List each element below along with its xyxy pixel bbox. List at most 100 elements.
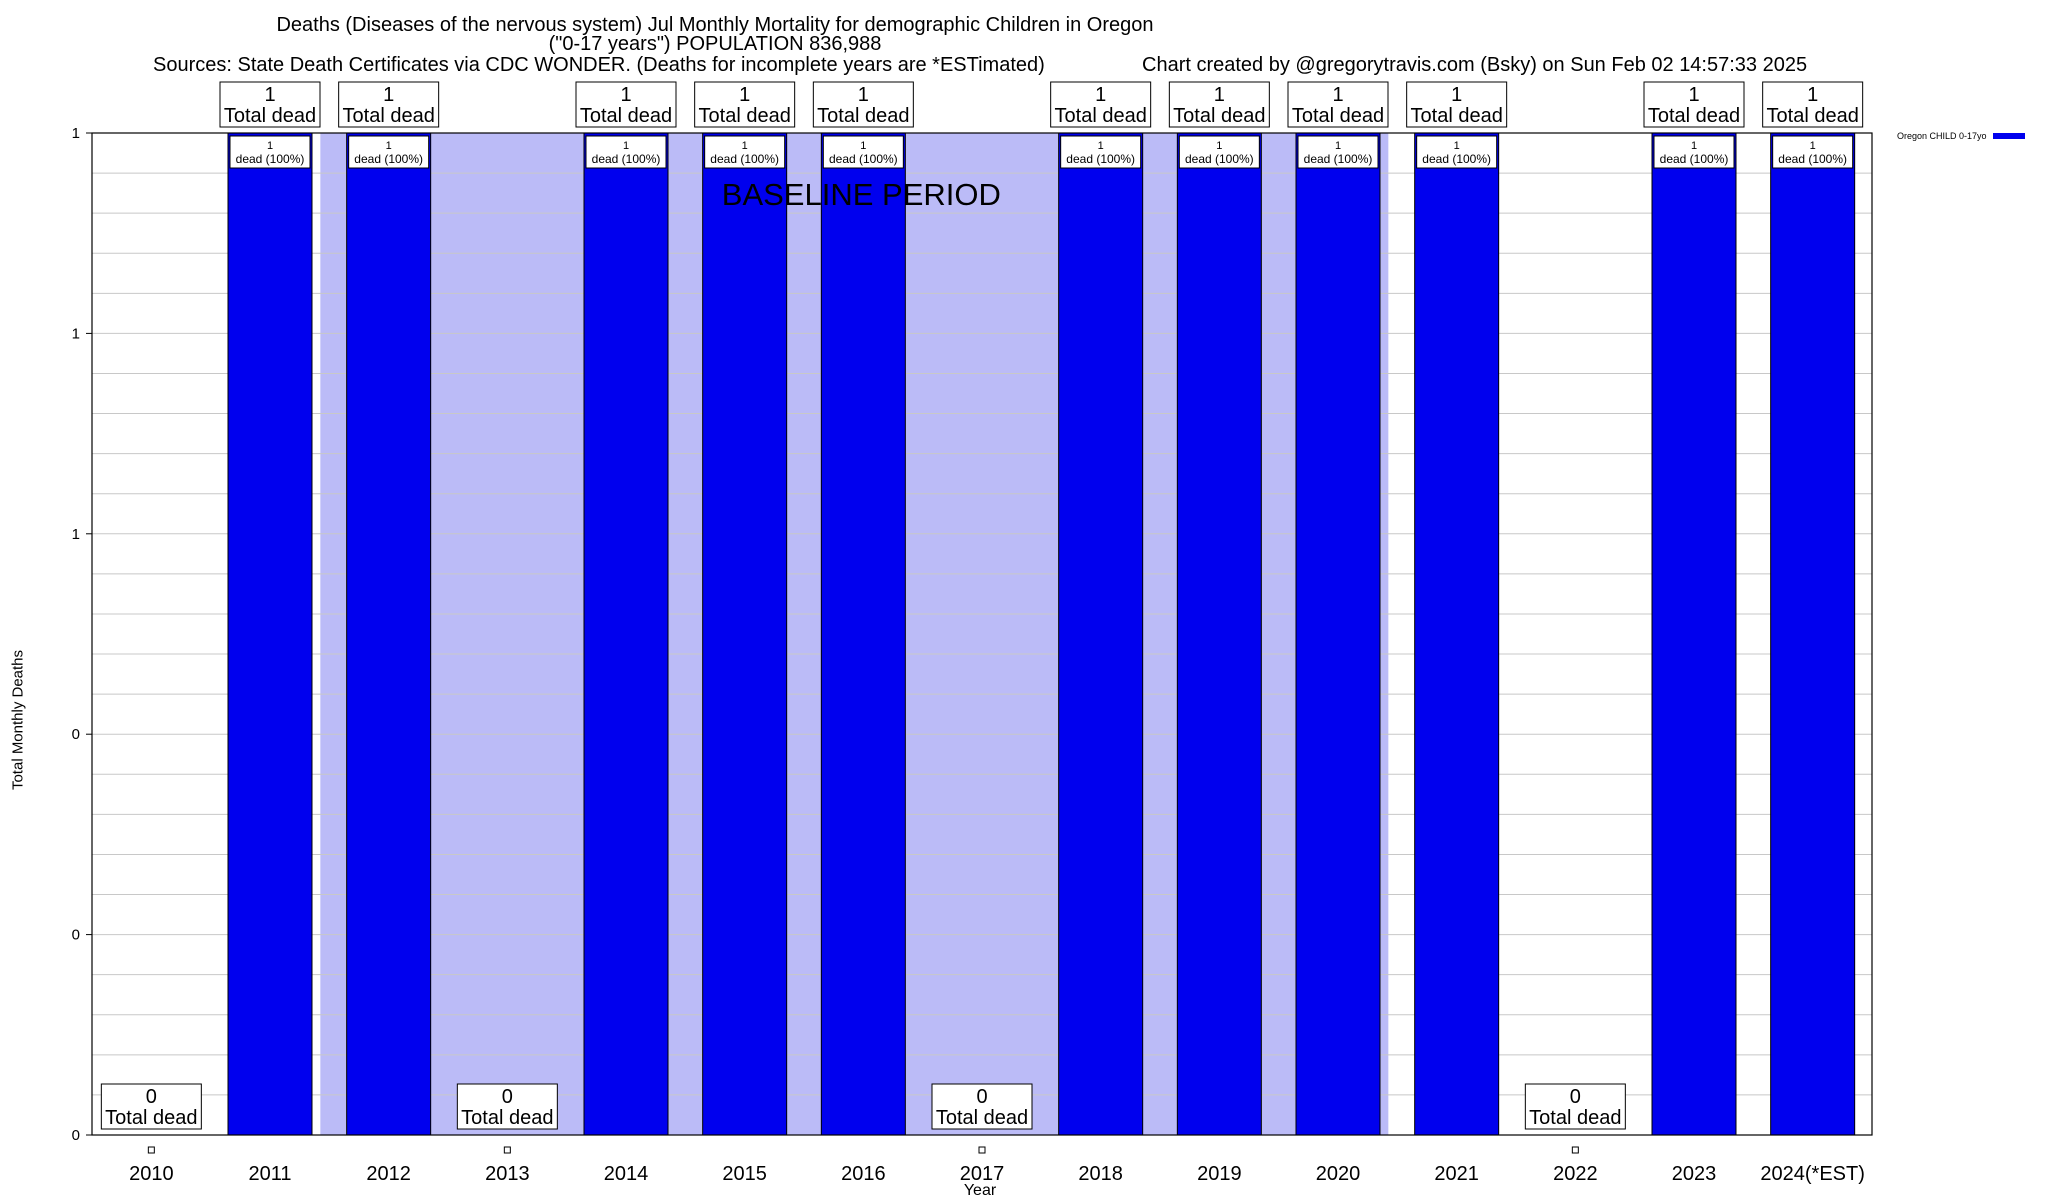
y-tick-label: 1 [72,125,80,142]
bar-label-value: 1 [1216,140,1222,152]
bar [1414,132,1500,1136]
chart-title-line-1: Deaths (Diseases of the nervous system) … [276,14,1154,36]
total-label-value: 1 [1214,84,1225,106]
bar-label-value: 1 [742,140,748,152]
bar [583,132,669,1136]
bar-label-box [1653,135,1735,169]
chart-sources: Sources: State Death Certificates via CD… [153,54,1045,76]
bar-label-text: dead (100%) [1185,152,1254,166]
total-label-value: 1 [1451,84,1462,106]
bar-label-value: 1 [1810,140,1816,152]
empty-bar-marker [1571,1146,1579,1154]
x-tick-label: 2013 [485,1163,530,1185]
x-tick-label: 2016 [841,1163,886,1185]
legend-label: Oregon CHILD 0-17yo [1897,131,1987,141]
x-tick-label: 2014 [604,1163,649,1185]
x-tick-label: 2020 [1316,1163,1361,1185]
total-label-text: Total dead [105,1107,197,1129]
bar-label-value: 1 [1098,140,1104,152]
bar-label-text: dead (100%) [829,152,898,166]
y-tick-label: 0 [72,726,80,743]
total-label-box [1406,81,1508,128]
y-axis-label: Total Monthly Deaths [9,649,27,791]
x-tick-label: 2015 [722,1163,767,1185]
bar-label-value: 1 [1691,140,1697,152]
bar-label-text: dead (100%) [1660,152,1729,166]
total-label-box [575,81,677,128]
total-label-text: Total dead [1173,105,1265,127]
total-label-text: Total dead [461,1107,553,1129]
total-label-box [456,1083,558,1130]
x-tick-label: 2011 [248,1163,291,1185]
total-label-box [931,1083,1033,1130]
bar-label-text: dead (100%) [1304,152,1373,166]
x-tick-label: 2022 [1553,1163,1598,1185]
total-label-text: Total dead [224,105,316,127]
total-label-value: 1 [620,84,631,106]
total-label-box [1524,1083,1626,1130]
total-label-box [812,81,914,128]
total-label-value: 0 [146,1086,157,1108]
total-label-text: Total dead [580,105,672,127]
y-tick-label: 0 [72,1127,80,1144]
total-label-value: 1 [1688,84,1699,106]
total-label-text: Total dead [1292,105,1384,127]
bar-label-text: dead (100%) [592,152,661,166]
total-label-text: Total dead [936,1107,1028,1129]
bar-label-box [1772,135,1854,169]
chart-credit: Chart created by @gregorytravis.com (Bsk… [1142,54,1808,76]
bar-label-value: 1 [1454,140,1460,152]
total-label-text: Total dead [1411,105,1503,127]
total-label-box [694,81,796,128]
bar-label-text: dead (100%) [1422,152,1491,166]
total-label-box [100,1083,202,1130]
total-label-value: 1 [858,84,869,106]
total-label-value: 0 [976,1086,987,1108]
total-label-value: 0 [502,1086,513,1108]
bar-label-box [1178,135,1260,169]
bar-label-box [585,135,667,169]
bar-label-box [822,135,904,169]
total-label-text: Total dead [1648,105,1740,127]
bar-label-value: 1 [860,140,866,152]
total-label-value: 1 [1095,84,1106,106]
bar-label-value: 1 [1335,140,1341,152]
x-tick-label: 2019 [1197,1163,1242,1185]
total-label-text: Total dead [343,105,435,127]
bar [820,132,906,1136]
total-label-text: Total dead [699,105,791,127]
baseline-label: BASELINE PERIOD [722,177,1001,212]
bar-label-text: dead (100%) [1066,152,1135,166]
x-tick-label: 2010 [129,1163,174,1185]
total-label-value: 1 [739,84,750,106]
total-label-box [1762,81,1864,128]
total-label-value: 0 [1570,1086,1581,1108]
bar [227,132,313,1136]
bar [702,132,788,1136]
x-tick-label: 2023 [1672,1163,1717,1185]
total-label-box [338,81,440,128]
total-label-box [1050,81,1152,128]
x-tick-label: 2012 [366,1163,411,1185]
bar [1295,132,1381,1136]
bar-label-text: dead (100%) [354,152,423,166]
y-tick-label: 1 [72,325,80,342]
total-label-value: 1 [383,84,394,106]
total-label-box [1287,81,1389,128]
total-label-text: Total dead [1529,1107,1621,1129]
bar-label-value: 1 [267,140,273,152]
legend: Oregon CHILD 0-17yo [1897,131,2025,141]
x-axis-label: Year [963,1182,997,1199]
total-label-value: 1 [264,84,275,106]
total-label-box [1168,81,1270,128]
total-label-box [1643,81,1745,128]
x-tick-label: 2017 [960,1163,1005,1185]
x-tick-label: 2024(*EST) [1760,1163,1865,1185]
bar [1058,132,1144,1136]
bar [346,132,432,1136]
bar-label-box [704,135,786,169]
x-tick-label: 2021 [1434,1163,1479,1185]
legend-swatch [1992,133,2025,139]
bar [1176,132,1262,1136]
